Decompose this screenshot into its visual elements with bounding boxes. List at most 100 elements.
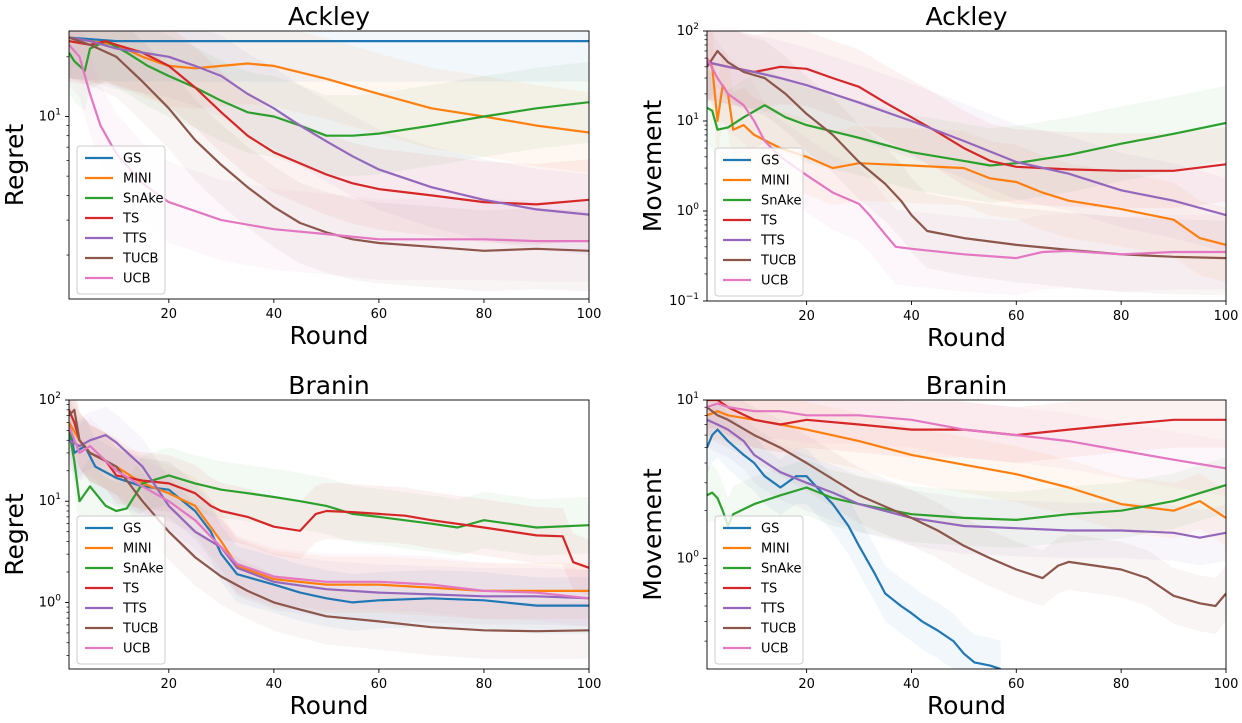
legend-label-ts: TS [760, 214, 777, 229]
legend-label-mini: MINI [123, 172, 152, 187]
chart-panel-3: 100 101 102 20 40 60 80 100 Branin Round Regret GS M… [0, 371, 602, 720]
band-mini [69, 400, 589, 620]
band-ucb [69, 31, 589, 282]
legend-label-tts: TTS [122, 602, 147, 617]
legend-label-mini: MINI [761, 174, 790, 189]
series-line-ucb [707, 402, 1226, 470]
legend-label-mini: MINI [761, 542, 790, 557]
series-line-gs [707, 428, 1001, 669]
y-tick-label: 101 [39, 492, 61, 509]
chart-panel-4: 100 101 20 40 60 80 100 Branin Round Movement GS MI… [638, 371, 1239, 720]
legend-label-mini: MINI [123, 542, 152, 557]
y-tick-label: 10−1 [669, 292, 699, 309]
series-line-tts [707, 61, 1226, 217]
x-tick-label: 40 [903, 309, 920, 324]
legend-label-snake: SnAke [761, 562, 801, 577]
band-tucb [707, 31, 1226, 296]
x-tick-label: 80 [1113, 677, 1130, 692]
series-line-gs [69, 36, 589, 43]
series-line-tucb [69, 36, 589, 252]
x-tick-label: 20 [798, 677, 815, 692]
band-ts [707, 31, 1226, 209]
legend-label-ts: TS [122, 582, 139, 597]
legend-box [714, 147, 804, 297]
band-tucb [707, 400, 1226, 634]
y-tick-label: 102 [39, 391, 61, 408]
band-tts [69, 406, 589, 627]
legend-label-tts: TTS [122, 232, 147, 247]
series-line-mini [707, 410, 1226, 519]
plot-area [69, 31, 589, 292]
legend-label-snake: SnAke [123, 192, 163, 207]
plot-frame [706, 30, 1227, 302]
band-gs [69, 400, 589, 634]
chart-title: Branin [926, 371, 1007, 400]
x-tick-label: 100 [577, 307, 602, 322]
legend: GS MINI SnAke TS TTS TUCB UCB [714, 147, 804, 297]
plot-frame [706, 399, 1227, 670]
x-tick-label: 100 [1214, 309, 1239, 324]
x-tick-label: 40 [903, 677, 920, 692]
y-tick-label: 101 [39, 107, 61, 124]
band-tts [707, 400, 1226, 566]
y-axis-label: Regret [0, 124, 29, 207]
legend-label-ucb: UCB [123, 272, 151, 287]
series-line-ucb [69, 425, 589, 600]
x-axis-label: Round [927, 691, 1006, 719]
legend-label-snake: SnAke [761, 194, 801, 209]
series-line-snake [707, 484, 1226, 528]
legend-label-ucb: UCB [123, 642, 151, 657]
plot-area [707, 31, 1226, 296]
series-line-ts [707, 400, 1226, 437]
x-tick-label: 100 [577, 677, 602, 692]
x-tick-label: 60 [371, 307, 388, 322]
x-tick-label: 20 [161, 307, 178, 322]
band-tucb [69, 31, 589, 292]
band-snake [69, 402, 589, 556]
legend-label-tucb: TUCB [122, 252, 158, 267]
y-axis-label: Regret [0, 493, 29, 576]
legend-label-ts: TS [760, 582, 777, 597]
y-tick-label: 100 [677, 549, 700, 566]
legend-box [76, 145, 166, 295]
series-line-gs [69, 422, 589, 607]
x-tick-label: 80 [476, 307, 493, 322]
legend-label-tts: TTS [760, 234, 785, 249]
band-ucb [69, 400, 589, 627]
legend-label-tucb: TUCB [760, 254, 796, 269]
legend-label-ts: TS [122, 212, 139, 227]
x-tick-label: 80 [476, 677, 493, 692]
x-axis-label: Round [289, 321, 368, 350]
chart-panel-2: 10−1 100 101 102 20 40 60 80 100 Ackley Round Movem… [638, 2, 1238, 352]
chart-panel-1: 101 20 40 60 80 100 Ackley Round Regret GS MINI SnA… [0, 2, 602, 350]
y-tick-label: 100 [677, 202, 700, 219]
legend: GS MINI SnAke TS TTS TUCB UCB [714, 515, 804, 665]
legend-label-ucb: UCB [761, 274, 789, 289]
x-tick-label: 60 [1008, 309, 1025, 324]
x-tick-label: 20 [161, 677, 178, 692]
y-axis-label: Movement [638, 100, 667, 233]
plot-frame [68, 399, 590, 670]
x-tick-label: 40 [266, 677, 283, 692]
y-tick-label: 100 [39, 593, 62, 610]
band-tucb [69, 400, 589, 660]
series-line-tucb [69, 408, 589, 633]
plot-area [69, 400, 589, 660]
series-line-snake [69, 430, 589, 529]
series-line-ts [69, 40, 589, 206]
y-tick-label: 102 [677, 22, 699, 39]
series-line-tts [707, 418, 1226, 539]
series-line-snake [69, 40, 589, 137]
x-tick-label: 100 [1214, 677, 1239, 692]
series-line-snake [707, 104, 1226, 167]
series-line-tucb [707, 406, 1226, 608]
legend-box [714, 515, 804, 665]
series-line-mini [69, 36, 589, 134]
chart-title: Ackley [288, 2, 370, 31]
series-line-ucb [707, 57, 1226, 260]
plot-frame [68, 30, 590, 300]
band-mini [707, 31, 1226, 283]
band-ts [69, 31, 589, 245]
